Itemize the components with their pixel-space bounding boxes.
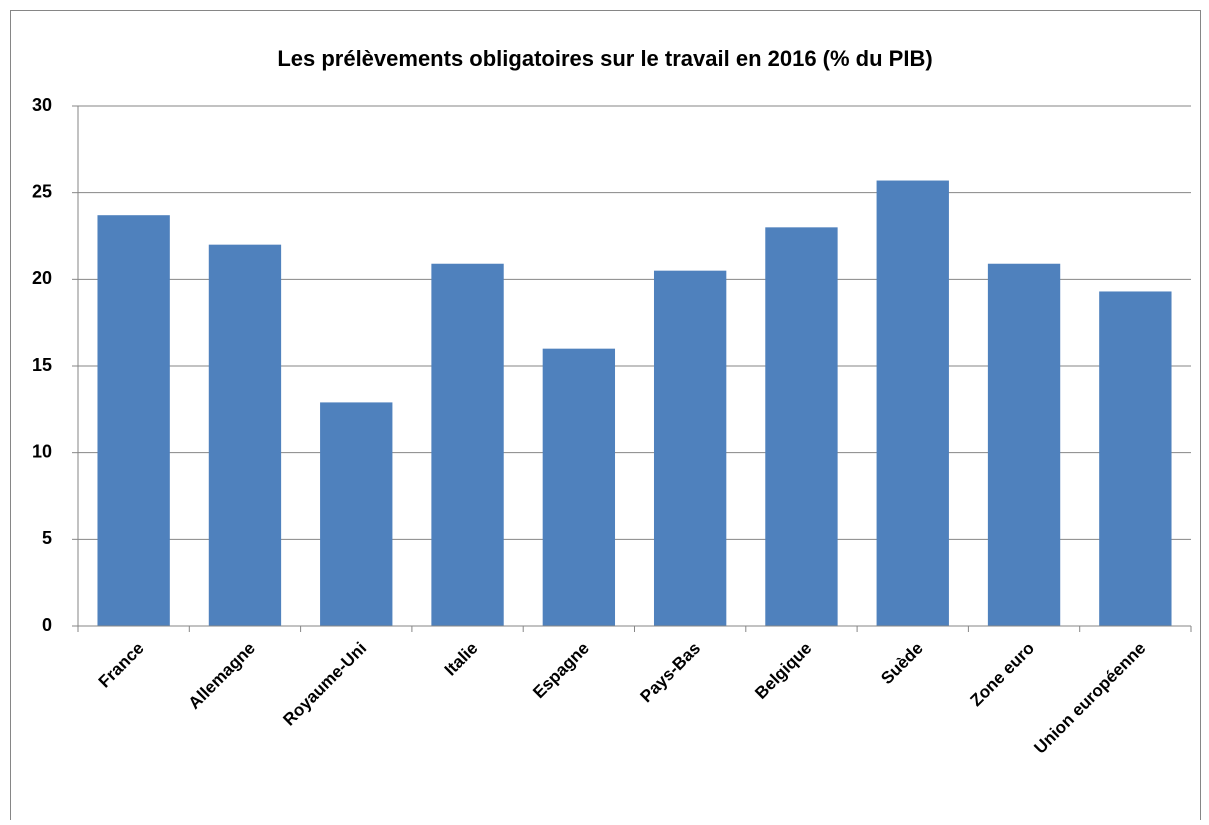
bar xyxy=(97,215,170,626)
bar xyxy=(542,348,616,626)
y-tick-label: 10 xyxy=(32,441,52,461)
bar xyxy=(1099,291,1172,626)
bar xyxy=(653,270,727,626)
y-tick-label: 5 xyxy=(42,528,52,548)
x-tick-label: Zone euro xyxy=(967,639,1039,711)
y-tick-label: 0 xyxy=(42,615,52,635)
x-tick-label: Union européenne xyxy=(1030,639,1149,758)
x-tick-label: Pays-Bas xyxy=(637,639,705,707)
x-tick-label: Belgique xyxy=(751,639,815,703)
x-tick-label: France xyxy=(95,639,148,692)
chart-title: Les prélèvements obligatoires sur le tra… xyxy=(277,46,932,71)
bar xyxy=(320,402,393,626)
x-tick-label: Allemagne xyxy=(185,639,259,713)
x-tick-label: Italie xyxy=(441,639,482,680)
y-tick-label: 20 xyxy=(32,268,52,288)
bar xyxy=(987,263,1061,626)
bar xyxy=(208,244,282,626)
bar xyxy=(431,263,504,626)
bar xyxy=(876,180,949,627)
chart-frame xyxy=(10,10,1201,825)
y-tick-label: 30 xyxy=(32,95,52,115)
bar xyxy=(765,227,838,627)
y-tick-label: 15 xyxy=(32,355,52,375)
y-tick-label: 25 xyxy=(32,181,52,201)
x-tick-label: Suède xyxy=(877,639,927,689)
x-tick-label: Espagne xyxy=(529,639,593,703)
x-tick-label: Royaume-Uni xyxy=(279,639,370,730)
